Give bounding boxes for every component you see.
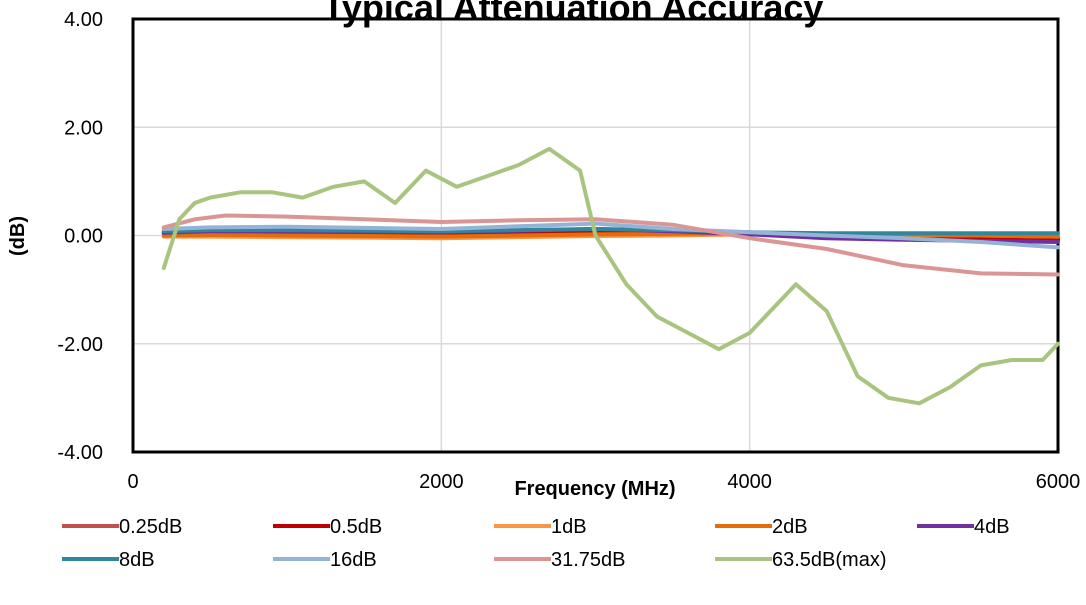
- y-tick-label: 2.00: [64, 117, 103, 139]
- series-lines: [161, 146, 1060, 406]
- legend-label-7: 31.75dB: [551, 549, 626, 571]
- x-tick-label: 2000: [419, 471, 464, 493]
- legend-label-6: 16dB: [330, 549, 377, 571]
- y-axis-title: (dB): [7, 216, 29, 256]
- series-line-8: [161, 146, 1060, 406]
- series-line-7: [161, 213, 1060, 277]
- y-tick-label: -4.00: [57, 442, 103, 464]
- x-tick-label: 4000: [727, 471, 772, 493]
- legend-label-2: 1dB: [551, 516, 587, 538]
- y-tick-label: 0.00: [64, 226, 103, 248]
- x-axis-title: Frequency (MHz): [514, 478, 675, 500]
- legend-label-5: 8dB: [119, 549, 155, 571]
- legend-label-3: 2dB: [772, 516, 808, 538]
- x-tick-label: 0: [127, 471, 138, 493]
- series-line-6: [161, 221, 1060, 250]
- legend: 0.25dB 0.5dB 1dB 2dB 4dB 8dB 16dB 31.75dB 63.5dB…: [62, 516, 1010, 571]
- legend-label-1: 0.5dB: [330, 516, 382, 538]
- chart-title: Typical Attenuation Accuracy: [323, 0, 824, 28]
- tick-labels: 0 2000 4000 6000 -4.00 -2.00 0.00 2.00 4.00: [57, 9, 1080, 493]
- legend-label-4: 4dB: [974, 516, 1010, 538]
- legend-label-0: 0.25dB: [119, 516, 182, 538]
- x-tick-label: 6000: [1036, 471, 1081, 493]
- legend-label-8: 63.5dB(max): [772, 549, 887, 571]
- y-tick-label: 4.00: [64, 9, 103, 31]
- y-tick-label: -2.00: [57, 334, 103, 356]
